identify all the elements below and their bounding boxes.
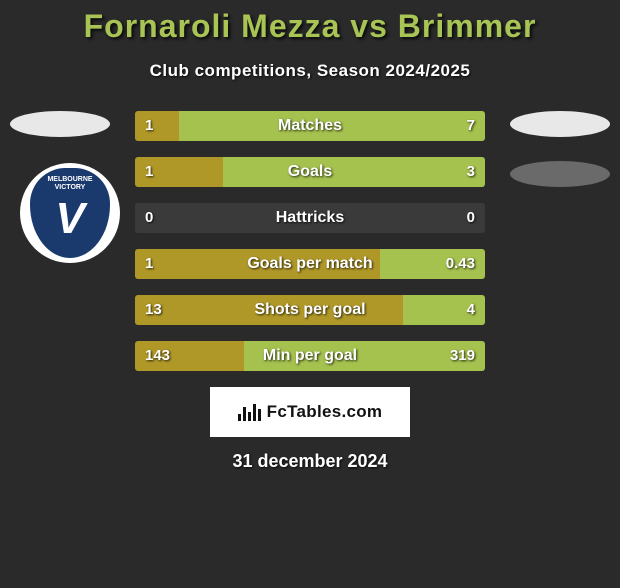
brand-footer: FcTables.com (210, 387, 410, 437)
club-badge-text-top: MELBOURNE VICTORY (47, 176, 92, 192)
page-title: Fornaroli Mezza vs Brimmer (0, 8, 620, 45)
chart-icon (238, 403, 261, 421)
stat-label: Matches (135, 111, 485, 141)
club-badge: MELBOURNE VICTORY V (20, 163, 120, 263)
stat-row: 134Shots per goal (135, 295, 485, 325)
stat-label: Shots per goal (135, 295, 485, 325)
club-badge-shield: MELBOURNE VICTORY V (30, 168, 110, 258)
stat-label: Min per goal (135, 341, 485, 371)
stat-label: Goals per match (135, 249, 485, 279)
stat-row: 00Hattricks (135, 203, 485, 233)
player-left-avatar-placeholder (10, 111, 110, 137)
subtitle: Club competitions, Season 2024/2025 (0, 61, 620, 81)
stat-row: 143319Min per goal (135, 341, 485, 371)
date-label: 31 december 2024 (0, 451, 620, 472)
player-right-club-placeholder (510, 161, 610, 187)
stat-label: Goals (135, 157, 485, 187)
brand-label: FcTables.com (267, 402, 383, 422)
stat-bars: 17Matches 13Goals 00Hattricks 10.43Goals pe… (135, 111, 485, 371)
stat-label: Hattricks (135, 203, 485, 233)
stat-row: 17Matches (135, 111, 485, 141)
stat-row: 10.43Goals per match (135, 249, 485, 279)
comparison-chart: MELBOURNE VICTORY V 17Matches 13Goals 00Ha… (0, 111, 620, 371)
club-badge-letter: V (55, 194, 84, 244)
player-right-avatar-placeholder (510, 111, 610, 137)
stat-row: 13Goals (135, 157, 485, 187)
